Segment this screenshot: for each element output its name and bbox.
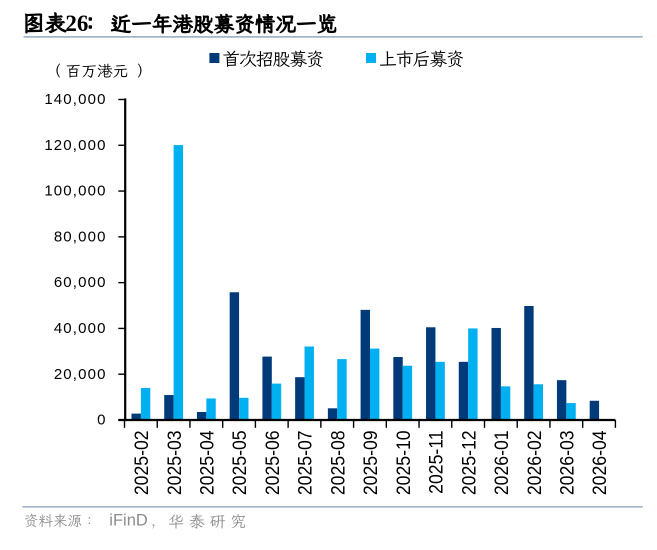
svg-text:2025-05: 2025-05 [229,430,251,495]
svg-text:2025-09: 2025-09 [360,430,382,495]
svg-text:2025-08: 2025-08 [327,430,349,495]
svg-text:2025-03: 2025-03 [163,430,185,495]
svg-text:2026-01: 2026-01 [490,430,512,495]
svg-text:0: 0 [97,412,107,429]
svg-text:2025-10: 2025-10 [392,430,414,495]
svg-text:iFinD: iFinD [109,512,148,530]
svg-text:26: 26 [65,11,88,36]
svg-text:2025-06: 2025-06 [261,430,283,495]
svg-text:2026-03: 2026-03 [556,430,578,495]
svg-text:2026-02: 2026-02 [523,430,545,495]
svg-text:2025-12: 2025-12 [458,430,480,495]
svg-text:2025-02: 2025-02 [130,430,152,495]
svg-text:2025-11: 2025-11 [425,430,447,493]
svg-text:2026-04: 2026-04 [589,430,611,495]
svg-text:2025-04: 2025-04 [196,430,218,495]
svg-text:140,000: 140,000 [44,91,106,108]
svg-text:2025-07: 2025-07 [294,430,316,495]
svg-text:120,000: 120,000 [44,137,106,154]
svg-text:60,000: 60,000 [54,274,107,291]
svg-text:100,000: 100,000 [44,183,106,200]
svg-text:80,000: 80,000 [54,228,107,245]
svg-text:20,000: 20,000 [54,366,107,383]
svg-text:40,000: 40,000 [54,320,107,337]
